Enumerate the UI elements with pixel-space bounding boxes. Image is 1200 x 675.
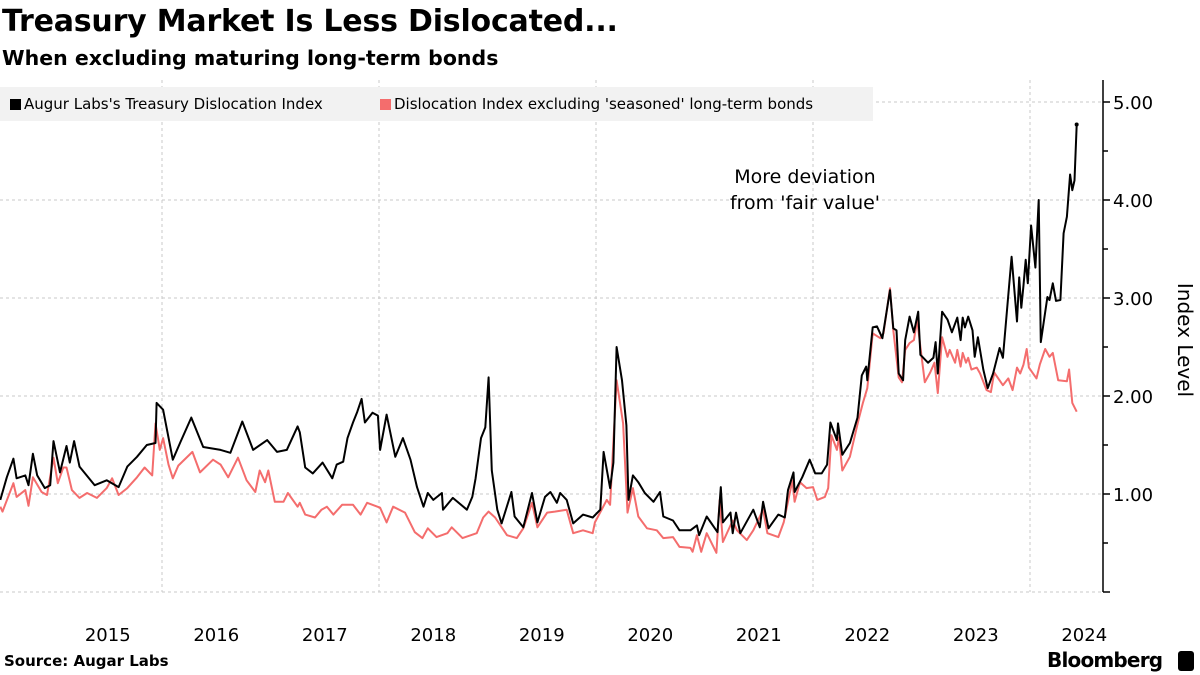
legend-swatch-red bbox=[380, 98, 391, 110]
y-tick-label: 3.00 bbox=[1113, 289, 1153, 310]
legend-item-dislocation-index: Augur Labs's Treasury Dislocation Index bbox=[10, 87, 323, 121]
x-tick-label: 2024 bbox=[1061, 625, 1107, 646]
y-axis-title: Index Level bbox=[1173, 283, 1197, 397]
x-tick-label: 2018 bbox=[410, 625, 456, 646]
bloomberg-logo: Bloomberg bbox=[1047, 648, 1163, 672]
annotation-text: More deviation bbox=[734, 166, 875, 188]
legend-label: Augur Labs's Treasury Dislocation Index bbox=[24, 95, 323, 113]
x-tick-label: 2016 bbox=[193, 625, 239, 646]
y-tick-label: 2.00 bbox=[1113, 387, 1153, 408]
y-tick-label: 5.00 bbox=[1113, 93, 1153, 114]
y-tick-label: 1.00 bbox=[1113, 485, 1153, 506]
x-tick-label: 2022 bbox=[844, 625, 890, 646]
x-tick-label: 2020 bbox=[627, 625, 673, 646]
annotation-text: from 'fair value' bbox=[730, 192, 880, 214]
legend-item-excluding-seasoned: Dislocation Index excluding 'seasoned' l… bbox=[380, 87, 813, 121]
legend-label: Dislocation Index excluding 'seasoned' l… bbox=[394, 95, 814, 113]
x-tick-label: 2021 bbox=[736, 625, 782, 646]
x-tick-label: 2015 bbox=[85, 625, 131, 646]
bloomberg-terminal-icon bbox=[1178, 651, 1194, 671]
chart-title: Treasury Market Is Less Dislocated... bbox=[2, 4, 618, 39]
series-line-excluding-seasoned bbox=[0, 287, 1078, 554]
series-line-dislocation-index bbox=[0, 124, 1078, 537]
x-tick-label: 2019 bbox=[519, 625, 565, 646]
source-note: Source: Augar Labs bbox=[4, 652, 169, 670]
series-end-marker bbox=[1074, 122, 1079, 127]
chart-subtitle: When excluding maturing long-term bonds bbox=[2, 46, 499, 70]
y-tick-label: 4.00 bbox=[1113, 191, 1153, 212]
legend-swatch-black bbox=[10, 98, 21, 110]
x-tick-label: 2017 bbox=[302, 625, 348, 646]
x-tick-label: 2023 bbox=[953, 625, 999, 646]
legend: Augur Labs's Treasury Dislocation Index … bbox=[0, 87, 873, 121]
